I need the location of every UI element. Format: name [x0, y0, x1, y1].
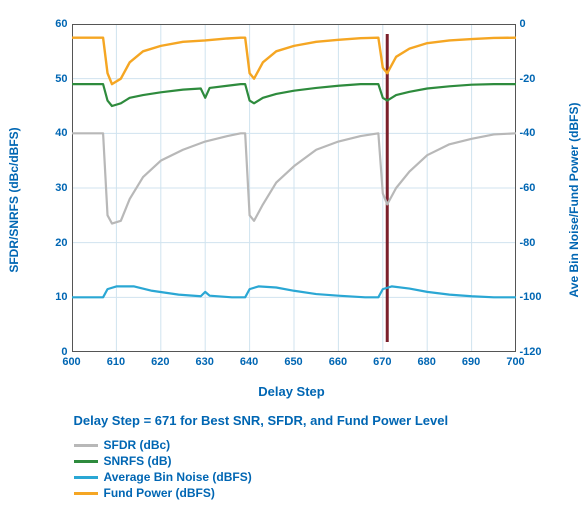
- x-axis-label: Delay Step: [22, 384, 562, 399]
- y-left-tick-label: 30: [55, 182, 71, 194]
- y-right-tick-label: -100: [516, 291, 542, 303]
- y-right-tick-label: -80: [516, 237, 536, 249]
- legend-swatch: [74, 460, 98, 463]
- legend-swatch: [74, 492, 98, 495]
- y-right-tick-label: -120: [516, 346, 542, 358]
- plot-box: 6006106206306406506606706806907000102030…: [72, 24, 516, 352]
- y-left-tick-label: 0: [61, 346, 71, 358]
- legend-item-snrfs: SNRFS (dB): [74, 454, 562, 468]
- y-left-tick-label: 20: [55, 237, 71, 249]
- x-tick-label: 630: [196, 352, 214, 368]
- legend-label: Fund Power (dBFS): [104, 486, 215, 500]
- y-right-tick-label: -40: [516, 127, 536, 139]
- y-left-tick-label: 10: [55, 291, 71, 303]
- y-left-tick-label: 60: [55, 18, 71, 30]
- x-tick-label: 650: [284, 352, 302, 368]
- legend-item-bin_noise: Average Bin Noise (dBFS): [74, 470, 562, 484]
- chart-caption: Delay Step = 671 for Best SNR, SFDR, and…: [74, 413, 562, 428]
- y-right-tick-label: -60: [516, 182, 536, 194]
- legend-label: Average Bin Noise (dBFS): [104, 470, 252, 484]
- legend-item-sfdr: SFDR (dBc): [74, 438, 562, 452]
- y-right-tick-label: -20: [516, 73, 536, 85]
- y-right-axis-label: Ave Bin Noise/Fund Power (dBFS): [567, 103, 581, 298]
- chart-container: SFDR/SNRFS (dBc/dBFS) Ave Bin Noise/Fund…: [22, 20, 562, 500]
- y-left-tick-label: 50: [55, 73, 71, 85]
- x-tick-label: 690: [462, 352, 480, 368]
- x-tick-label: 660: [329, 352, 347, 368]
- chart-area: SFDR/SNRFS (dBc/dBFS) Ave Bin Noise/Fund…: [22, 20, 562, 380]
- legend-label: SNRFS (dB): [104, 454, 172, 468]
- legend-swatch: [74, 444, 98, 447]
- x-tick-label: 620: [151, 352, 169, 368]
- x-tick-label: 610: [107, 352, 125, 368]
- x-tick-label: 670: [373, 352, 391, 368]
- legend-label: SFDR (dBc): [104, 438, 171, 452]
- legend-item-fund_power: Fund Power (dBFS): [74, 486, 562, 500]
- y-left-axis-label: SFDR/SNRFS (dBc/dBFS): [7, 127, 21, 272]
- legend: SFDR (dBc) SNRFS (dB) Average Bin Noise (d…: [74, 438, 562, 500]
- x-tick-label: 640: [240, 352, 258, 368]
- y-left-tick-label: 40: [55, 127, 71, 139]
- x-tick-label: 680: [418, 352, 436, 368]
- chart-svg: [72, 24, 516, 352]
- legend-swatch: [74, 476, 98, 479]
- y-right-tick-label: 0: [516, 18, 526, 30]
